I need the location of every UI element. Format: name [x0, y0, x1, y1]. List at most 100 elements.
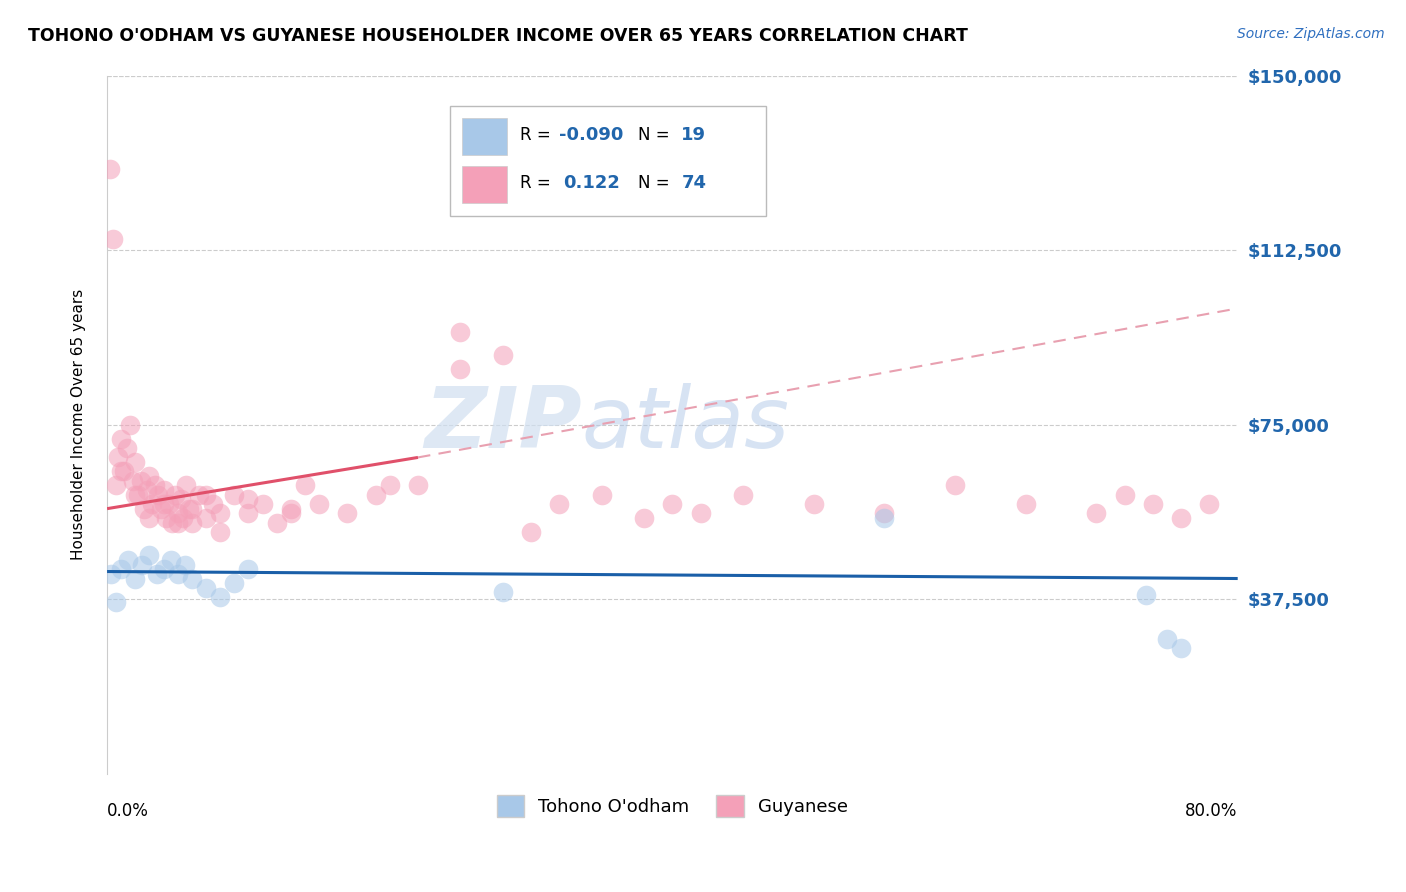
Legend: Tohono O'odham, Guyanese: Tohono O'odham, Guyanese	[489, 788, 855, 824]
Point	[238, 492, 260, 507]
Point	[145, 566, 167, 581]
Point	[943, 478, 966, 492]
Text: 19: 19	[682, 127, 706, 145]
Point	[238, 506, 260, 520]
Point	[308, 497, 330, 511]
Point	[803, 497, 825, 511]
Point	[1142, 497, 1164, 511]
FancyBboxPatch shape	[463, 166, 508, 202]
Point	[1170, 641, 1192, 656]
Point	[104, 595, 127, 609]
Point	[155, 511, 177, 525]
Point	[209, 506, 232, 520]
Point	[152, 562, 174, 576]
Point	[152, 483, 174, 497]
Point	[166, 516, 188, 530]
Point	[873, 511, 896, 525]
Point	[180, 501, 202, 516]
Point	[173, 558, 195, 572]
Point	[163, 488, 186, 502]
Point	[661, 497, 683, 511]
Point	[141, 497, 163, 511]
Point	[166, 566, 188, 581]
Text: 74: 74	[682, 174, 706, 192]
Point	[336, 506, 359, 520]
Point	[124, 455, 146, 469]
Point	[187, 488, 209, 502]
FancyBboxPatch shape	[450, 105, 766, 216]
Text: ZIP: ZIP	[425, 384, 582, 467]
Point	[1135, 588, 1157, 602]
Text: R =: R =	[520, 174, 555, 192]
Point	[449, 325, 471, 339]
Point	[280, 506, 302, 520]
Point	[266, 516, 288, 530]
Point	[180, 572, 202, 586]
Y-axis label: Householder Income Over 65 years: Householder Income Over 65 years	[72, 289, 86, 560]
FancyBboxPatch shape	[463, 118, 508, 155]
Point	[731, 488, 754, 502]
Point	[115, 441, 138, 455]
Point	[1015, 497, 1038, 511]
Point	[138, 469, 160, 483]
Text: 80.0%: 80.0%	[1185, 802, 1237, 820]
Point	[112, 464, 135, 478]
Point	[149, 501, 172, 516]
Point	[166, 506, 188, 520]
Point	[174, 478, 197, 492]
Text: TOHONO O'ODHAM VS GUYANESE HOUSEHOLDER INCOME OVER 65 YEARS CORRELATION CHART: TOHONO O'ODHAM VS GUYANESE HOUSEHOLDER I…	[28, 27, 967, 45]
Point	[209, 524, 232, 539]
Point	[633, 511, 655, 525]
Point	[252, 497, 274, 511]
Point	[1198, 497, 1220, 511]
Point	[449, 362, 471, 376]
Point	[159, 553, 181, 567]
Point	[280, 501, 302, 516]
Point	[157, 497, 180, 511]
Point	[195, 581, 218, 595]
Point	[224, 488, 246, 502]
Point	[129, 474, 152, 488]
Point	[378, 478, 401, 492]
Point	[1156, 632, 1178, 646]
Point	[138, 548, 160, 562]
Point	[172, 511, 194, 525]
Text: 0.122: 0.122	[562, 174, 620, 192]
Point	[152, 497, 174, 511]
Point	[104, 478, 127, 492]
Point	[224, 576, 246, 591]
Point	[124, 488, 146, 502]
Point	[238, 562, 260, 576]
Point	[180, 516, 202, 530]
Point	[1170, 511, 1192, 525]
Text: N =: N =	[638, 127, 675, 145]
Text: R =: R =	[520, 127, 555, 145]
Point	[177, 501, 200, 516]
Point	[100, 566, 122, 581]
Point	[169, 492, 191, 507]
Point	[121, 474, 143, 488]
Point	[873, 506, 896, 520]
Point	[110, 562, 132, 576]
Point	[124, 572, 146, 586]
Point	[1114, 488, 1136, 502]
Point	[117, 553, 139, 567]
Point	[118, 417, 141, 432]
Point	[492, 585, 515, 599]
Point	[101, 231, 124, 245]
Point	[1085, 506, 1108, 520]
Point	[195, 511, 218, 525]
Point	[131, 558, 153, 572]
Point	[520, 524, 543, 539]
Text: Source: ZipAtlas.com: Source: ZipAtlas.com	[1237, 27, 1385, 41]
Point	[364, 488, 387, 502]
Text: -0.090: -0.090	[560, 127, 624, 145]
Point	[160, 516, 183, 530]
Text: atlas: atlas	[582, 384, 790, 467]
Point	[135, 483, 157, 497]
Point	[209, 590, 232, 604]
Point	[689, 506, 711, 520]
Point	[548, 497, 571, 511]
Point	[127, 488, 149, 502]
Point	[146, 488, 169, 502]
